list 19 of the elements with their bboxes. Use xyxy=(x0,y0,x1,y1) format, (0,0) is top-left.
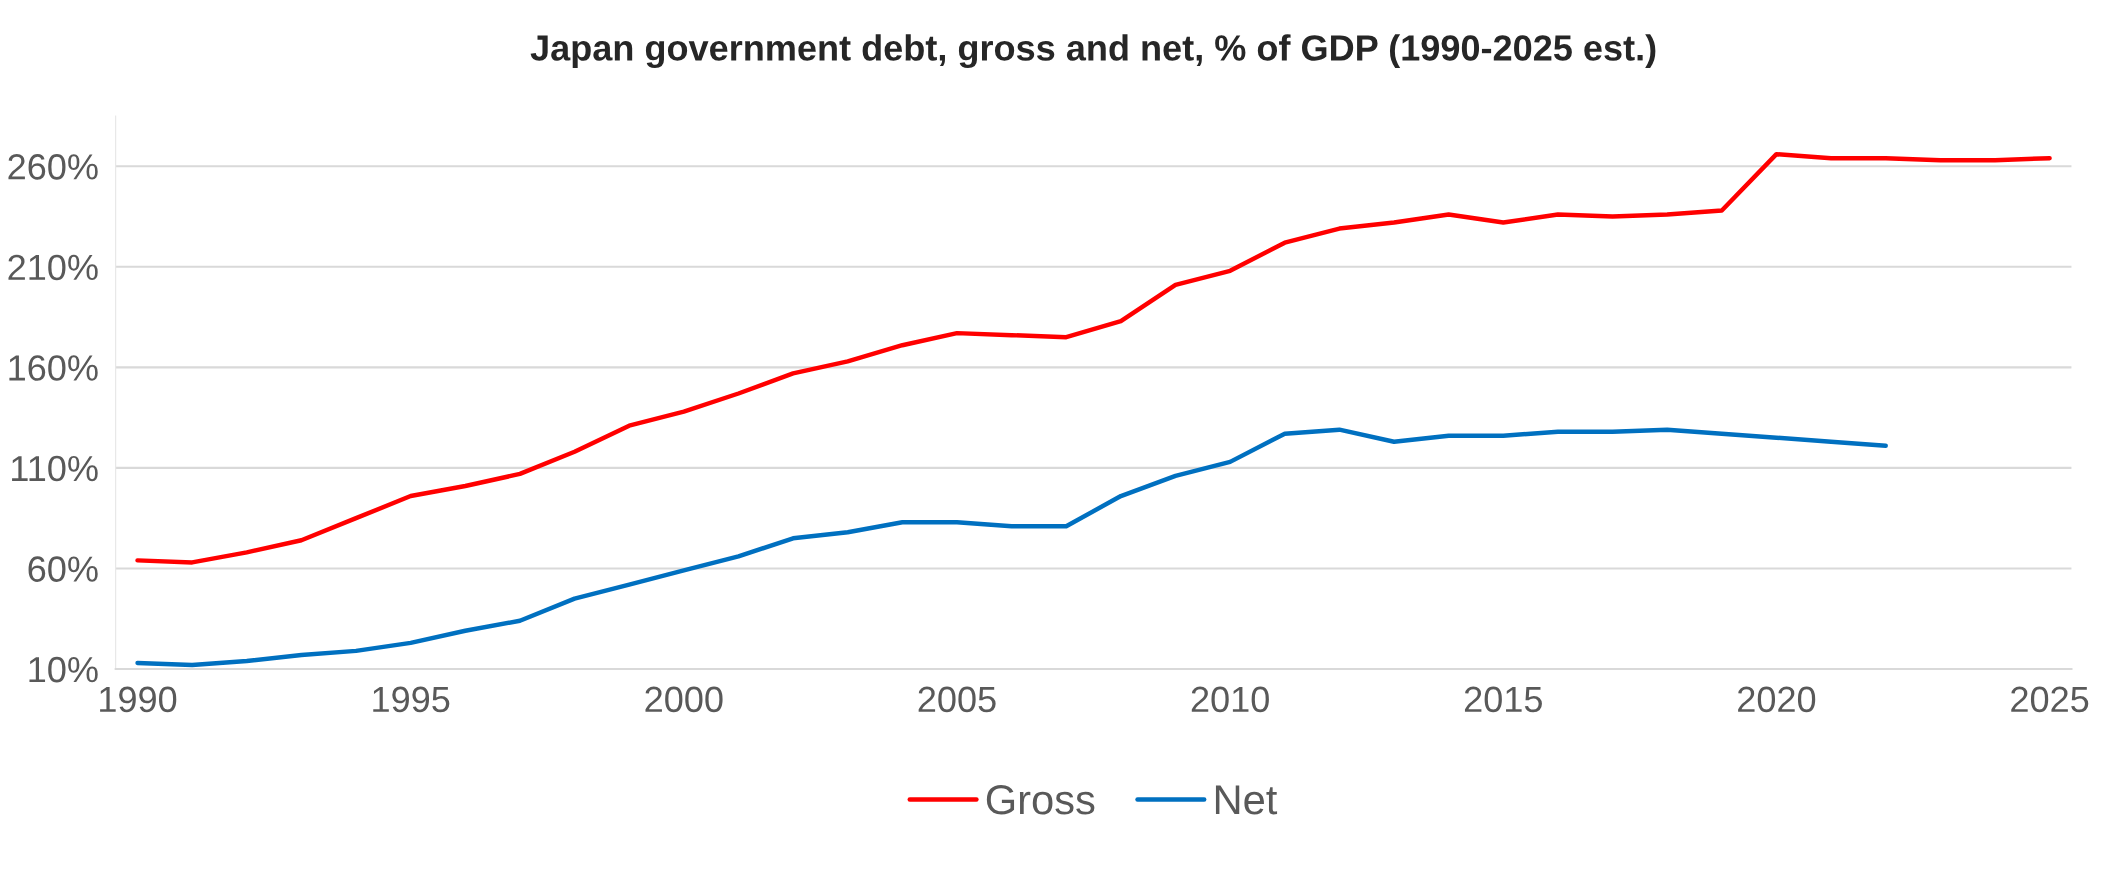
y-tick-label: 60% xyxy=(28,556,98,582)
legend-label: Gross xyxy=(986,785,1095,815)
y-tick-label: 10% xyxy=(29,656,98,683)
x-tick-label: 2000 xyxy=(645,686,723,713)
y-tick-label: 260% xyxy=(8,154,98,180)
y-tick-label: 160% xyxy=(9,355,98,381)
legend-label: Net xyxy=(1215,785,1278,815)
line-series xyxy=(135,427,1888,668)
x-tick-label: 1990 xyxy=(100,686,177,713)
x-tick-label: 2025 xyxy=(2011,686,2089,713)
x-tick-label: 2005 xyxy=(918,686,996,713)
y-tick-label: 110% xyxy=(12,455,98,482)
y-tick-label: 210% xyxy=(8,254,98,281)
x-tick-label: 1995 xyxy=(373,686,450,713)
x-tick-label: 2010 xyxy=(1191,686,1269,713)
x-tick-label: 2015 xyxy=(1464,686,1542,713)
x-tick-label: 2020 xyxy=(1738,686,1816,713)
chart-title: Japan government debt, gross and net, % of GDP (1990-2025 est.) xyxy=(530,34,1656,69)
line-series xyxy=(135,151,2052,565)
